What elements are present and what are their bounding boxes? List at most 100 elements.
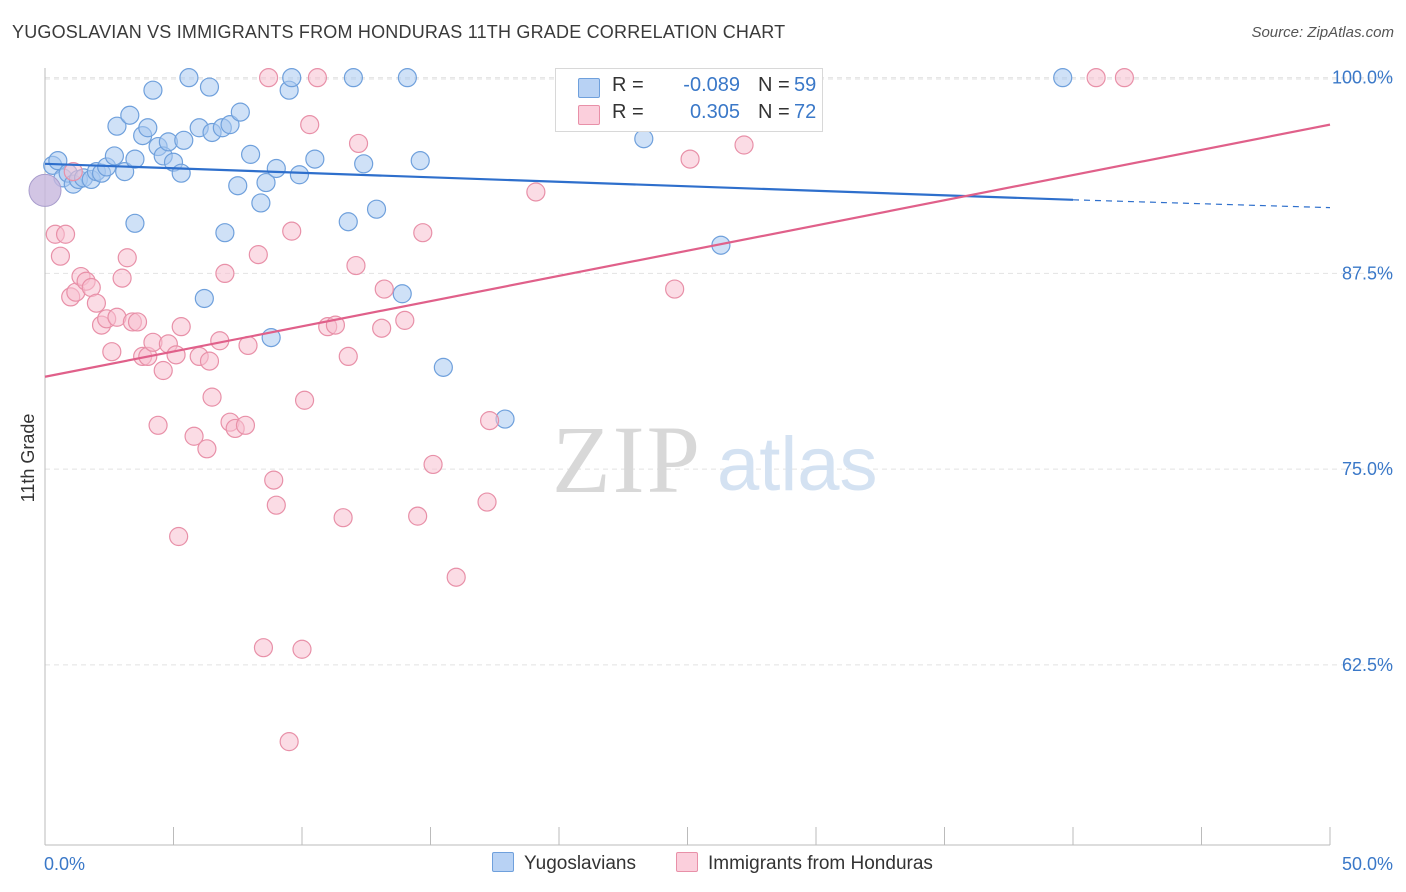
- bottom-legend-label: Immigrants from Honduras: [708, 853, 933, 874]
- data-point: [86, 293, 107, 313]
- x-tick-label: 0.0%: [44, 854, 85, 874]
- data-point: [120, 105, 140, 125]
- data-point: [423, 454, 443, 475]
- data-point: [179, 68, 199, 88]
- data-point: [282, 221, 302, 241]
- data-point: [282, 68, 302, 88]
- legend-n-label: N =: [758, 74, 790, 96]
- data-point: [410, 151, 430, 171]
- data-point: [665, 279, 685, 299]
- data-point: [50, 246, 71, 266]
- chart-title: YUGOSLAVIAN VS IMMIGRANTS FROM HONDURAS …: [12, 22, 786, 42]
- data-point: [107, 116, 127, 136]
- bottom-legend-swatch: [492, 852, 514, 872]
- data-point: [734, 135, 754, 155]
- stats-legend: R = -0.089 N = 59 R = 0.305 N = 72: [555, 68, 823, 132]
- watermark: ZIP atlas: [552, 406, 878, 513]
- data-point: [1114, 68, 1135, 88]
- data-point: [354, 154, 374, 174]
- data-point: [215, 223, 235, 243]
- data-point: [289, 165, 310, 185]
- data-point: [112, 268, 132, 288]
- data-point: [305, 149, 325, 169]
- bottom-legend-honduras: Immigrants from Honduras: [676, 852, 933, 876]
- trend-line-yugoslavians: [44, 162, 1074, 201]
- data-point: [266, 495, 286, 515]
- data-point: [199, 77, 220, 97]
- trend-line-honduras: [44, 123, 1331, 378]
- data-point: [153, 360, 173, 381]
- data-point: [343, 68, 363, 88]
- data-point: [433, 357, 453, 377]
- legend-r-label: R =: [612, 101, 644, 123]
- data-point: [248, 245, 268, 265]
- data-point: [235, 415, 256, 435]
- data-point: [408, 506, 428, 526]
- legend-n-value: 72: [794, 101, 817, 123]
- data-point: [127, 312, 148, 332]
- data-point: [241, 144, 261, 164]
- data-point: [169, 526, 189, 547]
- trend-line-yugoslavians-dashed: [1072, 199, 1331, 209]
- data-point: [338, 346, 358, 367]
- data-point: [253, 638, 274, 658]
- data-point: [125, 213, 145, 233]
- data-point: [171, 317, 191, 337]
- data-point: [251, 193, 271, 213]
- legend-r-value: -0.089: [683, 74, 740, 96]
- data-point: [526, 182, 546, 202]
- data-point: [166, 345, 186, 365]
- data-point: [194, 288, 214, 309]
- data-point: [634, 129, 654, 149]
- data-point: [348, 133, 369, 154]
- data-point: [333, 508, 353, 528]
- gridlines: [45, 77, 1392, 666]
- data-point: [346, 255, 366, 276]
- data-point: [279, 732, 299, 752]
- data-point: [1053, 68, 1073, 88]
- watermark-zip: ZIP: [552, 406, 702, 513]
- data-point: [256, 172, 276, 193]
- data-point: [480, 411, 500, 431]
- data-point: [307, 68, 328, 88]
- data-point: [220, 115, 240, 135]
- y-tick-label: 100.0%: [1332, 68, 1393, 88]
- data-point: [300, 115, 320, 135]
- data-point: [392, 284, 412, 304]
- data-point: [477, 492, 497, 512]
- axis-labels: 100.0% 87.5% 75.0% 62.5% 0.0% 50.0% 11th Grade: [18, 68, 1393, 874]
- legend-n-label: N =: [758, 101, 790, 123]
- data-point: [680, 149, 700, 169]
- data-point: [374, 279, 394, 299]
- data-point: [117, 248, 137, 268]
- data-point: [294, 390, 315, 410]
- series-yugoslavians: [28, 68, 1073, 429]
- data-point: [215, 263, 235, 284]
- x-tick-label: 50.0%: [1342, 854, 1393, 874]
- bottom-legend-yugoslavians: Yugoslavians: [492, 852, 636, 876]
- data-point: [266, 158, 286, 179]
- data-point: [104, 146, 124, 166]
- data-point-cluster: [28, 173, 62, 207]
- trend-lines: [44, 123, 1331, 378]
- data-point: [171, 163, 191, 183]
- data-point: [199, 351, 220, 371]
- source-label: Source: ZipAtlas.com: [1251, 24, 1394, 41]
- data-point: [258, 68, 279, 88]
- legend-swatch-yugoslavians: [578, 78, 600, 98]
- data-point: [184, 426, 204, 446]
- data-point: [197, 439, 217, 459]
- data-point: [230, 102, 250, 122]
- y-axis-label: 11th Grade: [18, 414, 38, 503]
- data-point: [372, 318, 392, 338]
- data-point: [413, 223, 433, 243]
- data-point: [174, 130, 194, 150]
- data-point: [264, 470, 284, 490]
- watermark-atlas: atlas: [717, 422, 878, 507]
- data-point: [338, 212, 358, 232]
- bottom-legend-swatch: [676, 852, 698, 872]
- data-point: [202, 387, 222, 407]
- y-tick-label: 75.0%: [1342, 459, 1393, 479]
- data-point: [397, 68, 417, 88]
